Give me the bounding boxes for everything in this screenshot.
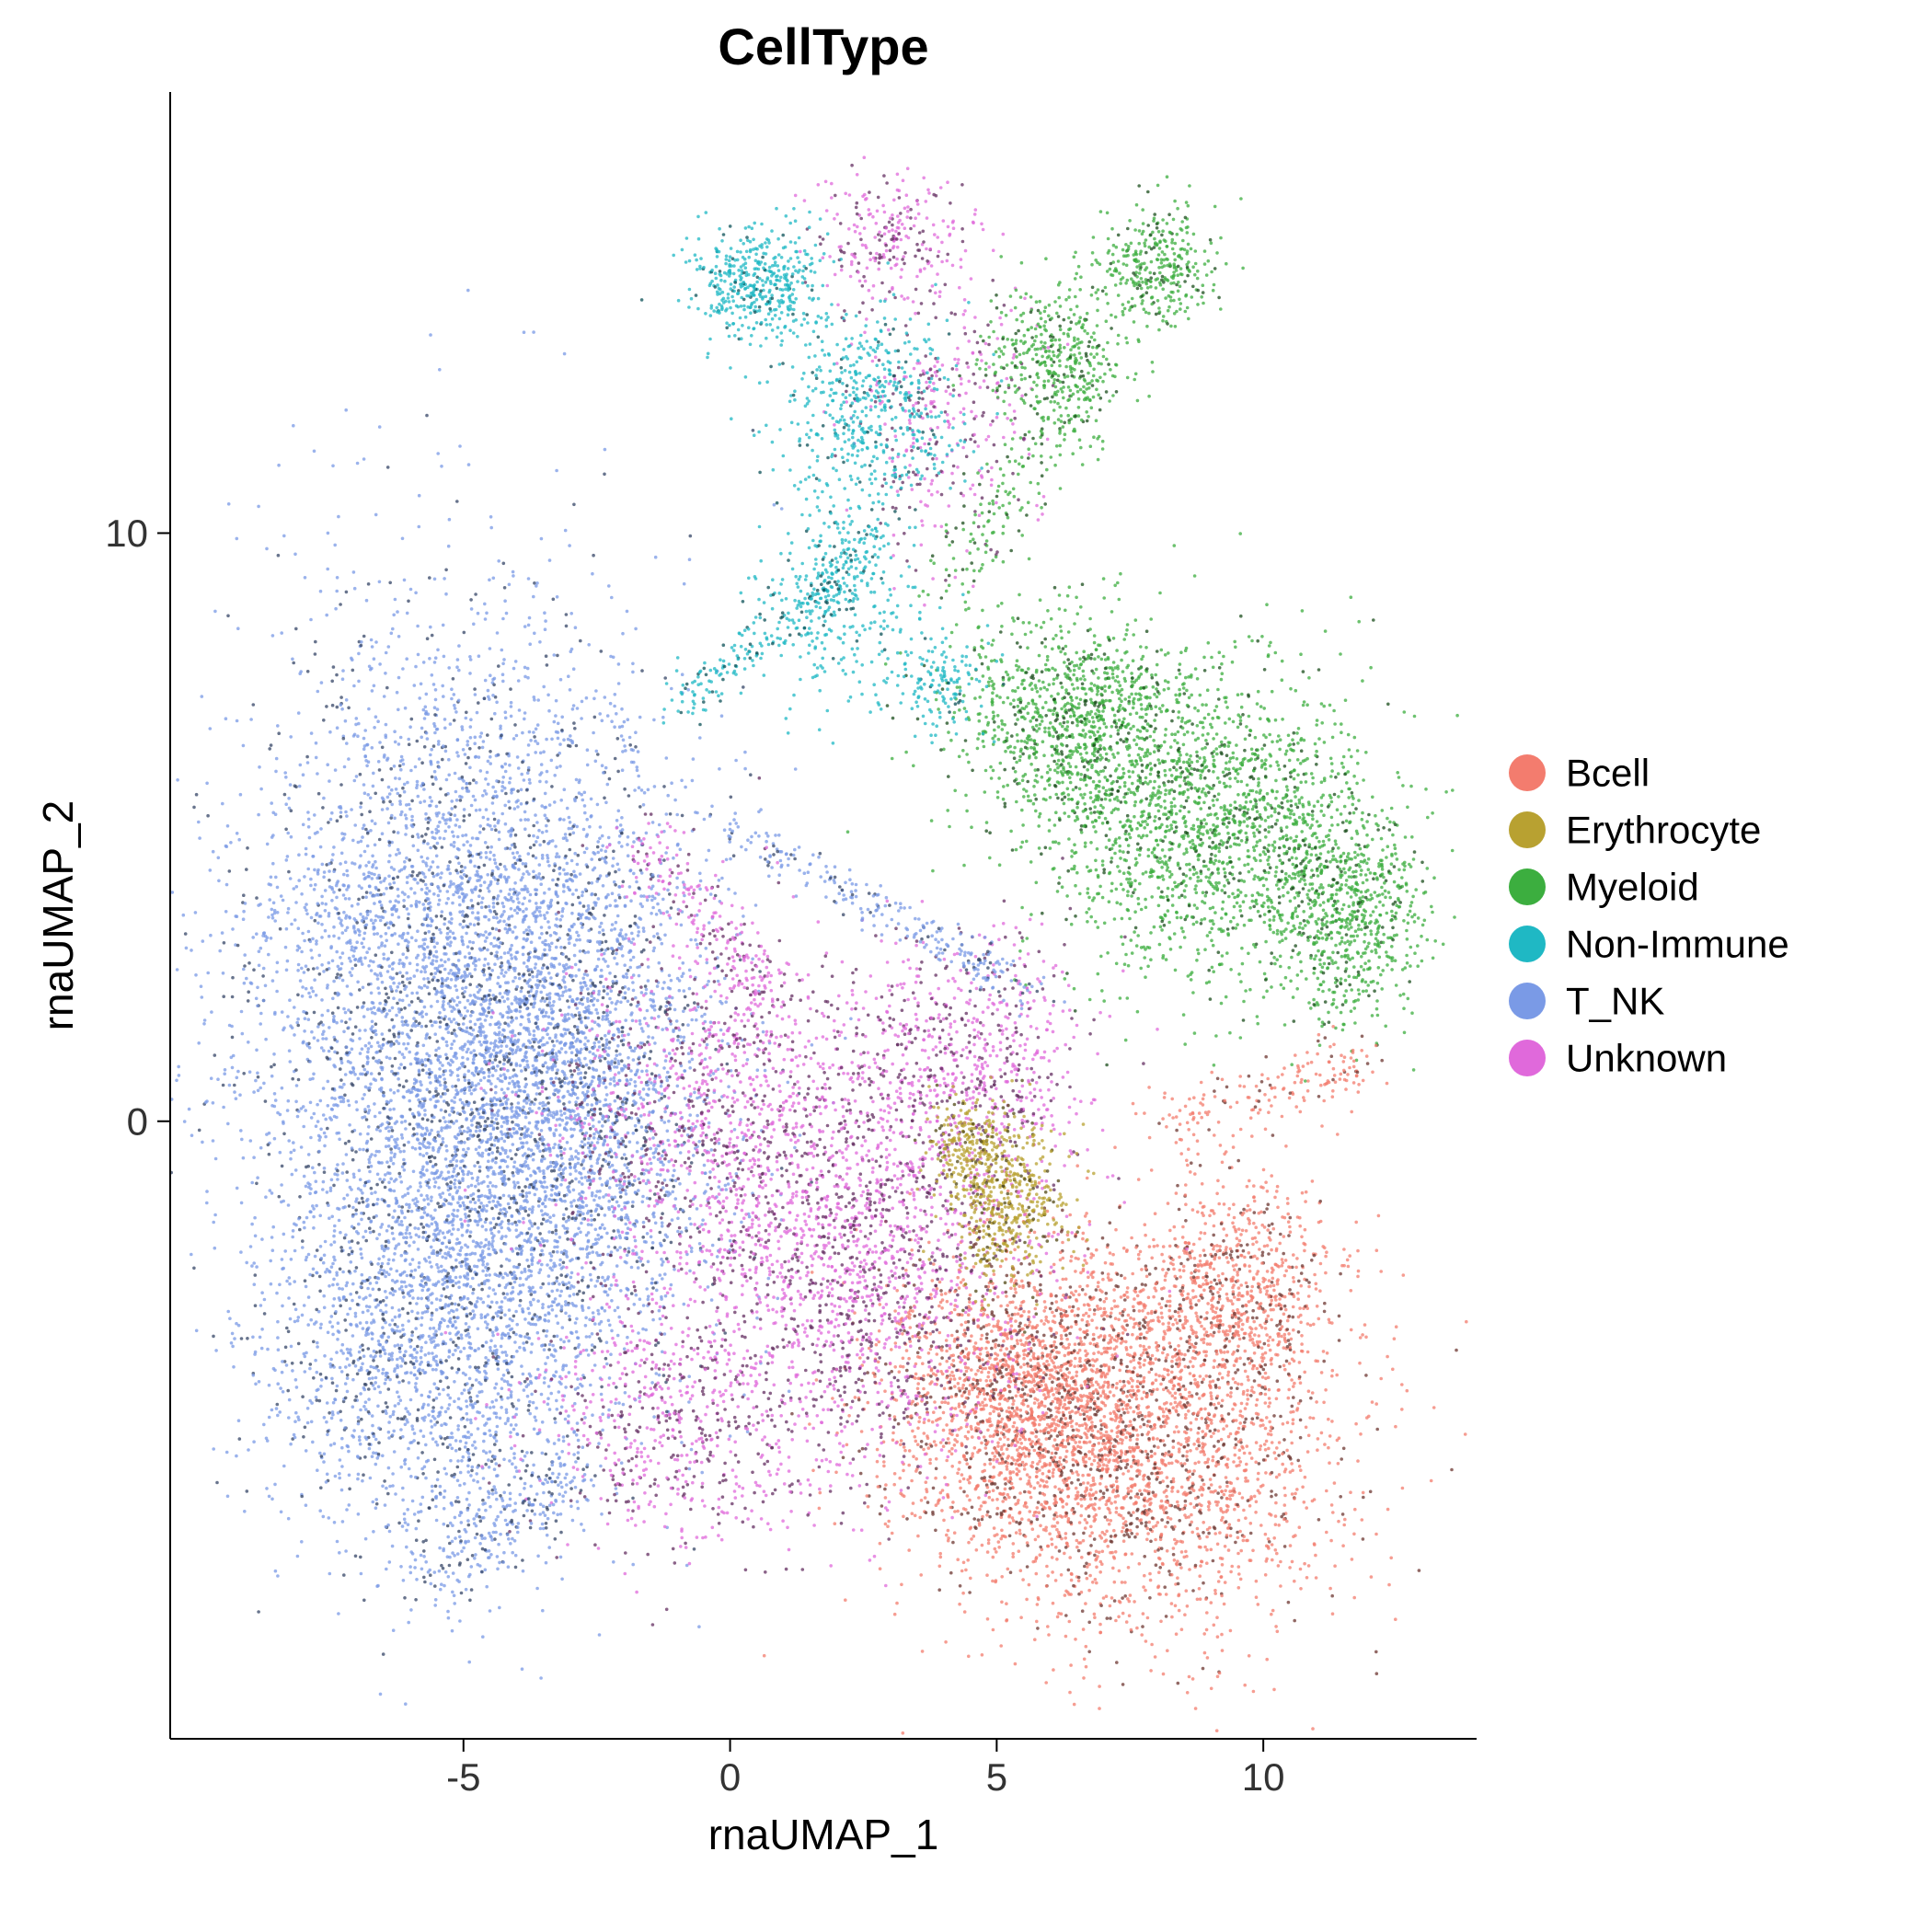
umap-scatter-plot: CellType -5 0 5 10 0 10 rnaUMAP_1 rnaUMAP_2 Bcell… [0,0,1932,1932]
legend-label: Unknown [1566,1037,1727,1080]
legend-label: Bcell [1566,752,1650,795]
plot-background [0,0,1932,1932]
plot-title: CellType [718,17,928,75]
legend-marker [1509,983,1546,1019]
legend-label: T_NK [1566,980,1664,1023]
y-tick-label: 0 [127,1099,148,1143]
legend-marker [1509,811,1546,848]
legend-label: Non-Immune [1566,923,1789,966]
legend-marker [1509,926,1546,962]
legend-marker [1509,754,1546,791]
legend-label: Erythrocyte [1566,809,1761,852]
legend-marker [1509,1040,1546,1076]
legend-label: Myeloid [1566,866,1699,909]
y-tick-label: 10 [105,512,148,555]
x-tick-label: -5 [446,1755,480,1799]
legend-marker [1509,868,1546,905]
x-tick-label: 0 [719,1755,741,1799]
x-axis-label: rnaUMAP_1 [708,1811,939,1858]
x-tick-label: 5 [986,1755,1007,1799]
y-axis-label: rnaUMAP_2 [34,800,82,1031]
x-tick-label: 10 [1242,1755,1285,1799]
